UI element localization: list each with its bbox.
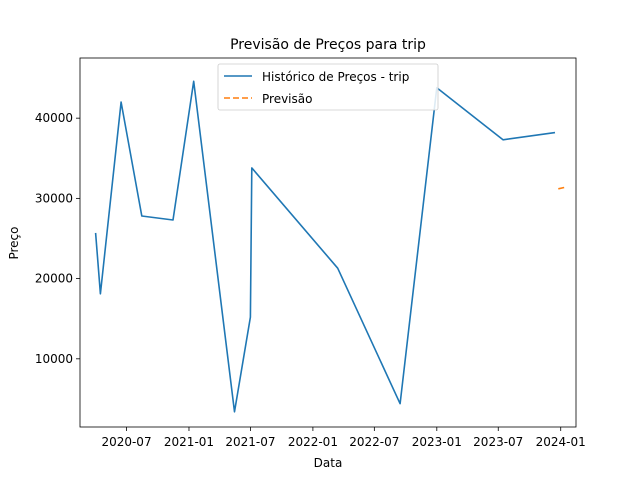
y-axis-ticks: 10000 20000 30000 40000 (35, 111, 80, 366)
x-axis-label: Data (314, 456, 343, 470)
plot-frame (79, 57, 577, 428)
x-tick-label-0: 2020-07 (101, 435, 151, 449)
legend-box (217, 63, 439, 111)
x-tick-label-7: 2024-01 (536, 435, 586, 449)
x-tick-label-6: 2023-07 (473, 435, 523, 449)
x-tick-label-3: 2022-01 (288, 435, 338, 449)
legend-label-forecast: Previsão (262, 92, 312, 106)
legend: Histórico de Preços - trip Previsão (217, 63, 439, 111)
x-tick-label-4: 2022-07 (349, 435, 399, 449)
y-tick-label-0: 10000 (35, 352, 73, 366)
x-tick-label-1: 2021-01 (164, 435, 214, 449)
x-axis-ticks: 2020-07 2021-01 2021-07 2022-01 2022-07 2023-… (101, 427, 586, 449)
series-line-1 (558, 186, 566, 190)
plot-lines (94, 80, 566, 413)
y-axis-label: Preço (7, 226, 21, 259)
chart-title: Previsão de Preços para trip (230, 37, 426, 53)
x-tick-label-5: 2023-01 (412, 435, 462, 449)
y-tick-label-3: 40000 (35, 111, 73, 125)
x-tick-label-2: 2021-07 (225, 435, 275, 449)
legend-label-history: Histórico de Preços - trip (262, 70, 409, 84)
y-tick-label-2: 30000 (35, 191, 73, 205)
y-tick-label-1: 20000 (35, 272, 73, 286)
series-line-0 (94, 80, 556, 413)
